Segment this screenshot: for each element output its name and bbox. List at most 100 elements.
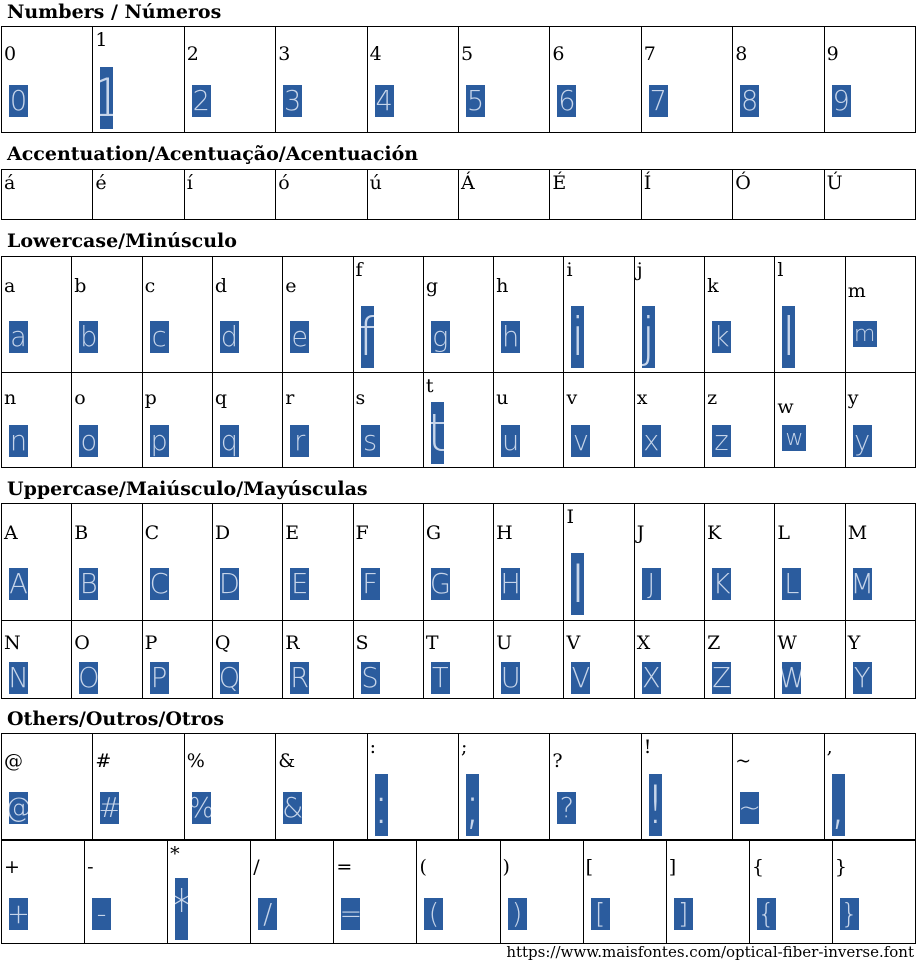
glyph-preview: J [641, 568, 661, 600]
glyph-preview: + [9, 898, 28, 930]
source-url[interactable]: https://www.maisfontes.com/optical-fiber… [506, 943, 914, 961]
glyph-preview: / [258, 898, 278, 930]
char-label: k [707, 275, 719, 297]
char-label: 7 [643, 43, 656, 65]
glyph-preview: z [712, 425, 732, 457]
glyph-cell: :: [366, 733, 459, 840]
char-label: E [285, 522, 300, 544]
char-label: + [4, 856, 20, 878]
glyph-preview: o [79, 425, 99, 457]
char-label: f [355, 259, 363, 281]
char-label: I [566, 506, 574, 528]
char-label: h [496, 275, 509, 297]
glyph-preview: w [782, 425, 807, 451]
char-label: c [144, 275, 156, 297]
glyph-cell: á [1, 169, 94, 220]
glyph-preview: E [290, 568, 310, 600]
glyph-preview: i [571, 306, 585, 368]
char-label: l [777, 259, 784, 281]
char-label: o [74, 387, 86, 409]
glyph-cell: }} [831, 840, 916, 944]
glyph-preview: X [641, 662, 661, 694]
glyph-preview: e [290, 321, 310, 353]
glyph-preview: ? [557, 792, 577, 824]
section-title: Accentuation/Acentuação/Acentuación [7, 143, 419, 165]
char-label: s [355, 387, 366, 409]
char-label: 6 [552, 43, 565, 65]
glyph-preview: D [219, 568, 239, 600]
glyph-cell: -- [84, 840, 169, 944]
char-label: # [95, 750, 112, 772]
char-label: S [355, 632, 369, 654]
char-label: ? [552, 750, 563, 772]
char-label: r [285, 387, 295, 409]
char-label: & [278, 750, 296, 772]
glyph-cell: é [92, 169, 185, 220]
char-label: b [74, 275, 87, 297]
char-label: 1 [95, 29, 108, 51]
char-label: ; [461, 736, 468, 758]
glyph-preview: O [79, 662, 99, 694]
glyph-preview: A [9, 568, 28, 600]
glyph-preview: 0 [9, 85, 28, 117]
char-label: D [214, 522, 231, 544]
char-label: N [4, 632, 21, 654]
glyph-preview: K [712, 568, 732, 600]
glyph-cell: !! [640, 733, 734, 840]
glyph-preview: h [501, 321, 521, 353]
glyph-preview: g [430, 321, 450, 353]
glyph-preview: Z [712, 662, 732, 694]
char-label: P [144, 632, 158, 654]
glyph-cell: Ó [732, 169, 825, 220]
glyph-cell: + + [1, 840, 86, 944]
char-label: Z [707, 632, 721, 654]
char-label: @ [4, 750, 23, 772]
glyph-preview: - [92, 898, 112, 930]
char-label: 5 [461, 43, 474, 65]
glyph-preview: 7 [648, 85, 668, 117]
char-label: e [285, 275, 297, 297]
char-label: ! [643, 736, 652, 758]
glyph-preview: F [360, 568, 380, 600]
section-title: Numbers / Números [7, 1, 222, 23]
section-title: Others/Outros/Otros [7, 708, 225, 730]
glyph-preview: 9 [831, 85, 851, 117]
char-label: : [369, 736, 376, 758]
glyph-preview: v [571, 425, 591, 457]
glyph-preview: # [100, 792, 120, 824]
char-label: ó [278, 172, 290, 194]
glyph-preview: V [571, 662, 591, 694]
glyph-preview: 3 [283, 85, 303, 117]
char-label: J [636, 522, 645, 544]
glyph-preview: 4 [374, 85, 394, 117]
glyph-preview: b [79, 321, 99, 353]
char-label: t [425, 375, 434, 397]
glyph-preview: 8 [740, 85, 760, 117]
glyph-preview: Y [852, 662, 872, 694]
char-label: F [355, 522, 369, 544]
char-label: % [186, 750, 205, 772]
